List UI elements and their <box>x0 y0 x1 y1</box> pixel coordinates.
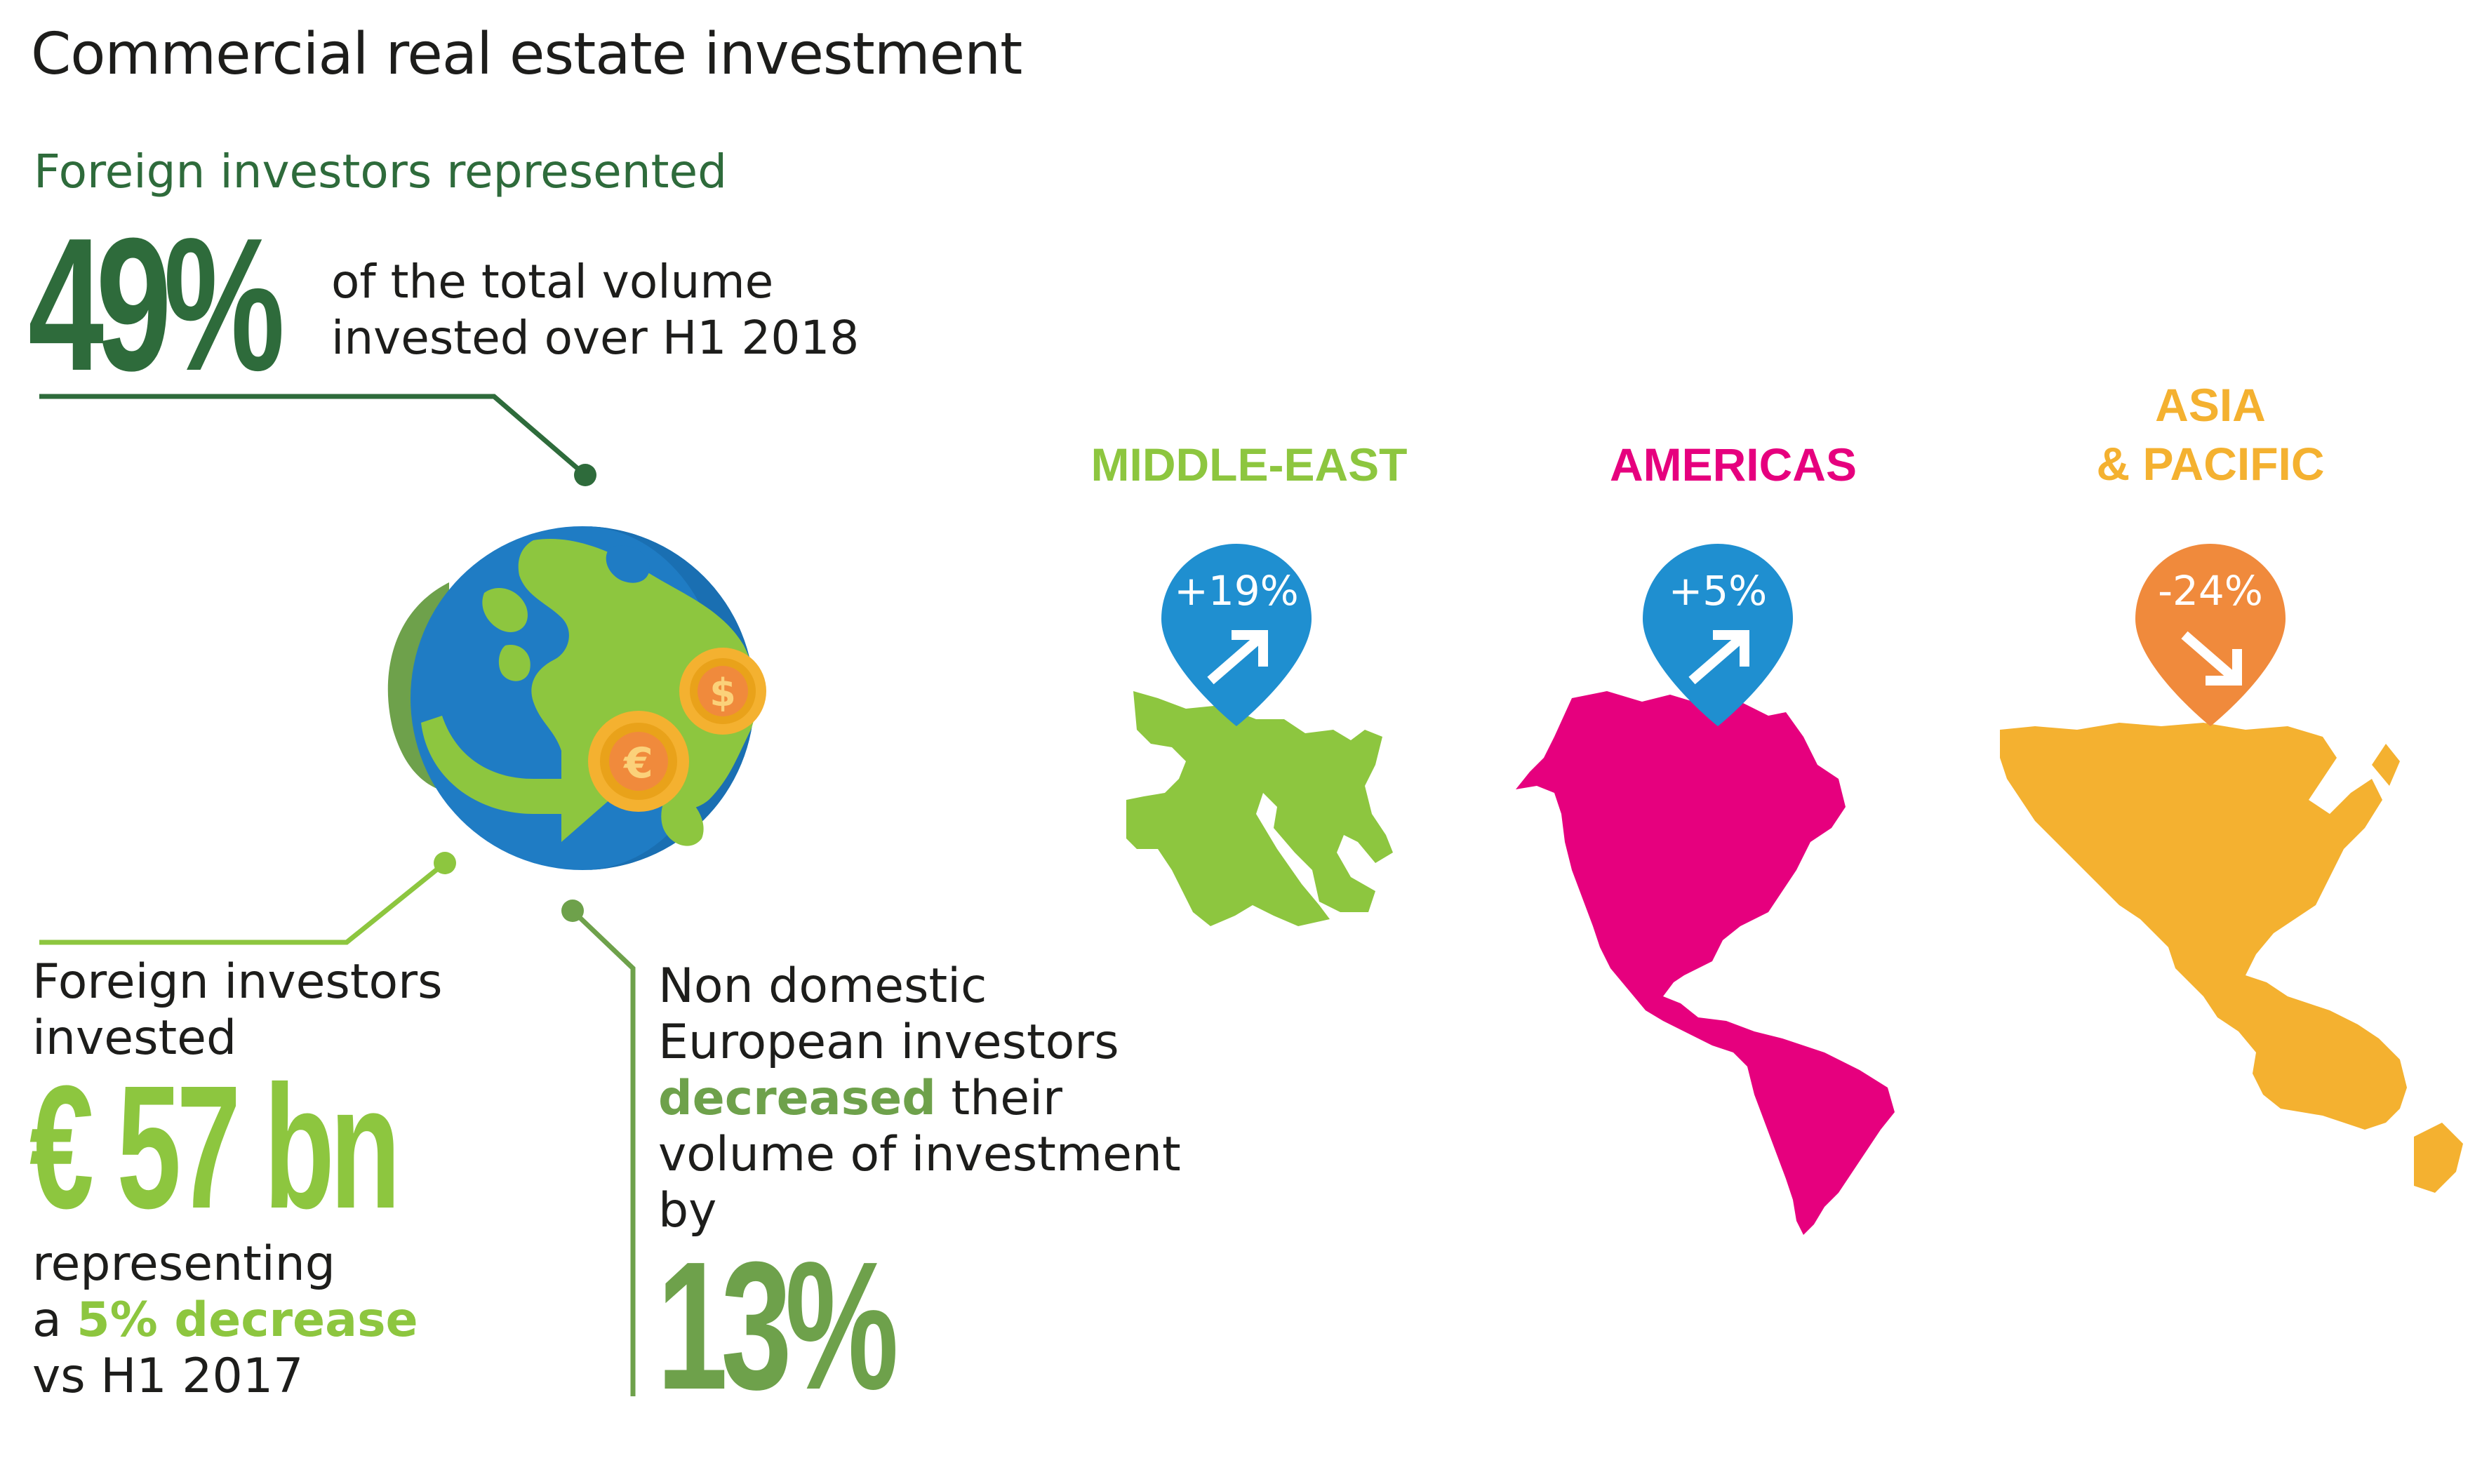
map-middle-east <box>1126 691 1393 926</box>
arrow-up-right-icon-americas <box>1688 630 1749 685</box>
foreign-share-heading: Foreign investors represented <box>34 145 727 199</box>
connector-dot-foreign-share <box>574 464 596 486</box>
connector-dot-non-domestic <box>561 900 584 922</box>
non-domestic-line5: by <box>658 1183 717 1238</box>
svg-text:$: $ <box>709 671 736 715</box>
region-label-middle-east: MIDDLE-EAST <box>1090 439 1408 490</box>
representing-line3: vs H1 2017 <box>32 1349 304 1404</box>
region-label-americas: AMERICAS <box>1609 439 1857 490</box>
foreign-invested-label: Foreign investors invested <box>32 954 443 1067</box>
page-title: Commercial real estate investment <box>31 21 1022 88</box>
foreign-share-value: 49% <box>28 199 285 410</box>
foreign-invested-line1: Foreign investors <box>32 954 443 1010</box>
foreign-share-desc-line1: of the total volume <box>331 255 774 309</box>
foreign-share-description: of the total volume invested over H1 201… <box>331 254 859 366</box>
change-middle-east: +19% <box>1174 567 1299 615</box>
foreign-share-desc-line2: invested over H1 2018 <box>331 311 860 365</box>
euro-coin-icon: € <box>588 711 689 812</box>
map-pin-icon-asia-pacific: -24% <box>2135 544 2286 726</box>
dollar-coin-icon: $ <box>679 648 766 735</box>
map-pin-icon-middle-east: +19% <box>1161 544 1312 726</box>
non-domestic-line1: Non domestic <box>658 958 987 1014</box>
non-domestic-highlight: decreased <box>658 1071 936 1126</box>
region-label-asia-pacific: ASIA & PACIFIC <box>2014 375 2407 493</box>
svg-text:€: € <box>622 739 653 788</box>
arrow-up-right-icon-middle-east <box>1207 630 1268 685</box>
representing-prefix: a <box>32 1292 77 1348</box>
region-label-asia-line1: ASIA <box>2155 379 2266 431</box>
foreign-invested-value: € 57 bn <box>29 1049 401 1245</box>
non-domestic-line4: volume of investment <box>658 1127 1181 1182</box>
change-asia-pacific: -24% <box>2158 567 2263 615</box>
connector-line-foreign-share <box>39 394 587 477</box>
non-domestic-description: Non domestic European investors decrease… <box>658 958 1181 1239</box>
map-pin-icon-americas: +5% <box>1643 544 1793 726</box>
connector-dot-foreign-invested <box>434 852 456 874</box>
map-americas <box>1516 691 1895 1235</box>
non-domestic-line2: European investors <box>658 1015 1119 1070</box>
non-domestic-line3-rest: their <box>935 1071 1062 1126</box>
map-asia-pacific <box>2000 723 2463 1193</box>
change-americas: +5% <box>1669 567 1768 615</box>
representing-highlight: 5% decrease <box>76 1292 418 1348</box>
region-label-asia-line2: & PACIFIC <box>2096 438 2325 490</box>
foreign-invested-line2: invested <box>32 1010 237 1066</box>
representing-line1: representing <box>32 1236 335 1292</box>
foreign-invested-representing: representing a 5% decrease vs H1 2017 <box>32 1236 418 1405</box>
connector-line-non-domestic <box>571 909 636 1396</box>
arrow-down-right-icon-asia-pacific <box>2181 631 2242 686</box>
representing-line2: a 5% decrease <box>32 1292 418 1349</box>
connector-line-foreign-invested <box>39 861 447 945</box>
non-domestic-value: 13% <box>657 1224 899 1428</box>
non-domestic-line3: decreased their <box>658 1071 1181 1127</box>
